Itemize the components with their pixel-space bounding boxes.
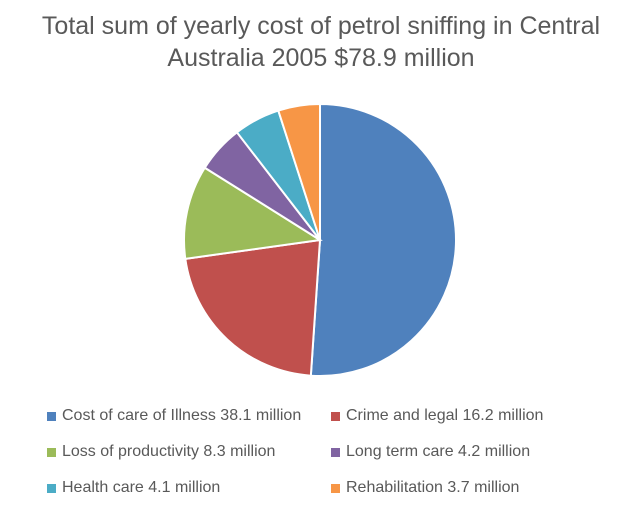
legend-item: Crime and legal 16.2 million <box>331 407 543 425</box>
legend-label: Long term care 4.2 million <box>346 443 531 460</box>
pie-slice-2 <box>183 166 323 260</box>
legend-swatch <box>331 483 340 493</box>
legend-item: Loss of productivity 8.3 million <box>47 443 275 461</box>
legend-swatch <box>47 483 56 493</box>
pie-slice-0 <box>309 102 458 377</box>
legend-item: Cost of care of Illness 38.1 million <box>47 407 301 425</box>
legend-label: Health care 4.1 million <box>62 479 221 496</box>
legend-swatch <box>47 447 56 457</box>
legend-swatch <box>47 411 56 421</box>
legend-swatch <box>331 447 340 457</box>
chart-title-line-2: Australia 2005 $78.9 million <box>167 44 475 72</box>
legend-label: Loss of productivity 8.3 million <box>62 443 276 460</box>
legend-item: Health care 4.1 million <box>47 479 220 497</box>
pie-slice-1 <box>184 238 322 377</box>
legend-swatch <box>331 411 340 421</box>
pie-slice-5 <box>277 102 321 241</box>
chart-title: Total sum of yearly cost of petrol sniff… <box>0 10 642 74</box>
legend-label: Rehabilitation 3.7 million <box>346 479 520 496</box>
legend-item: Long term care 4.2 million <box>331 443 530 461</box>
legend-label: Crime and legal 16.2 million <box>346 407 544 424</box>
legend-item: Rehabilitation 3.7 million <box>331 479 519 497</box>
legend-label: Cost of care of Illness 38.1 million <box>62 407 302 424</box>
chart-title-line-1: Total sum of yearly cost of petrol sniff… <box>41 12 601 40</box>
